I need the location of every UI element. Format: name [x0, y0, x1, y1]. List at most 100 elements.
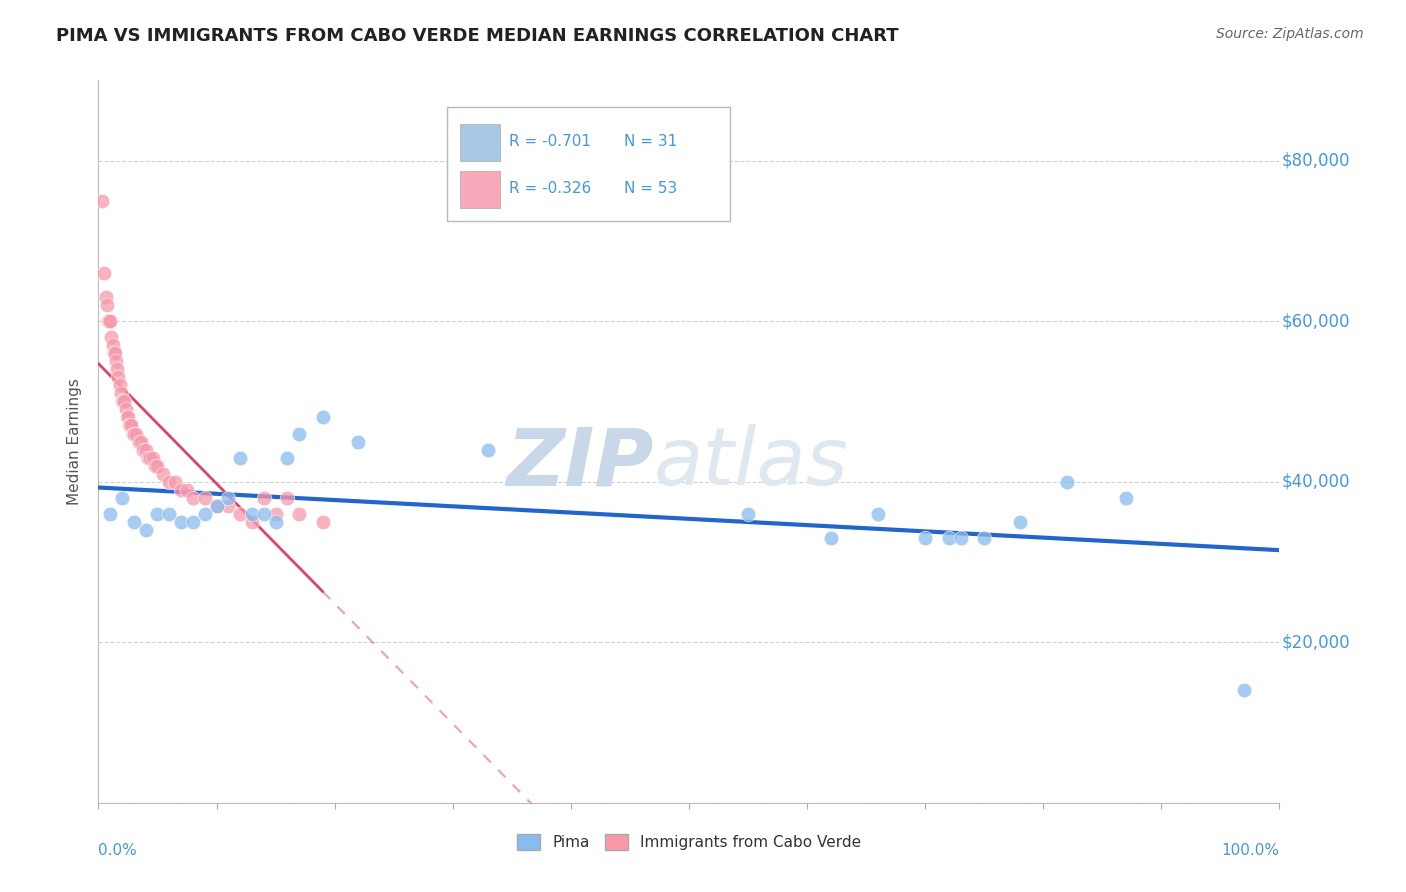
Point [108, 378, 131, 392]
Text: Source: ZipAtlas.com: Source: ZipAtlas.com [1216, 27, 1364, 41]
Point [217, 491, 239, 505]
Point [312, 410, 335, 425]
Text: $20,000: $20,000 [1282, 633, 1350, 651]
Point [866, 507, 889, 521]
Point [105, 354, 128, 368]
Point [120, 418, 142, 433]
Text: R = -0.701: R = -0.701 [509, 134, 592, 149]
Point [105, 362, 128, 376]
Point [94, 290, 117, 304]
Point [111, 491, 134, 505]
Point [949, 531, 972, 545]
Text: 100.0%: 100.0% [1222, 843, 1279, 857]
Point [129, 434, 152, 449]
Text: N = 31: N = 31 [624, 134, 678, 149]
Point [1008, 515, 1031, 529]
Text: ZIP: ZIP [506, 425, 654, 502]
Point [217, 499, 239, 513]
Point [117, 410, 139, 425]
Point [132, 442, 155, 457]
Point [112, 394, 135, 409]
Point [914, 531, 936, 545]
FancyBboxPatch shape [460, 124, 501, 161]
Point [240, 515, 263, 529]
Text: $40,000: $40,000 [1282, 473, 1350, 491]
Point [135, 523, 157, 537]
Point [136, 450, 159, 465]
Point [135, 442, 157, 457]
Point [205, 499, 228, 513]
Text: $80,000: $80,000 [1282, 152, 1350, 169]
Point [121, 418, 143, 433]
Point [229, 450, 252, 465]
Point [477, 442, 499, 457]
Point [1115, 491, 1137, 505]
Point [125, 426, 148, 441]
Point [97, 314, 120, 328]
Text: R = -0.326: R = -0.326 [509, 181, 592, 196]
Point [240, 507, 263, 521]
Point [93, 266, 115, 280]
Point [98, 314, 121, 328]
Point [1233, 683, 1256, 698]
Text: atlas: atlas [654, 425, 848, 502]
Point [104, 346, 127, 360]
Point [128, 434, 150, 449]
Point [122, 515, 145, 529]
Point [194, 491, 217, 505]
Point [118, 418, 141, 433]
Point [288, 426, 311, 441]
Point [181, 515, 204, 529]
Point [139, 450, 162, 465]
Point [143, 458, 166, 473]
Point [253, 507, 276, 521]
Point [288, 507, 311, 521]
Point [114, 402, 136, 417]
Point [276, 450, 298, 465]
Point [110, 386, 132, 401]
Text: N = 53: N = 53 [624, 181, 678, 196]
Text: $60,000: $60,000 [1282, 312, 1350, 330]
Point [229, 507, 252, 521]
Point [253, 491, 276, 505]
Legend: Pima, Immigrants from Cabo Verde: Pima, Immigrants from Cabo Verde [510, 829, 868, 856]
Point [146, 458, 169, 473]
Point [122, 426, 145, 441]
Point [142, 450, 165, 465]
Point [170, 515, 193, 529]
Point [194, 507, 217, 521]
Point [100, 330, 122, 344]
Point [121, 426, 143, 441]
Point [98, 314, 121, 328]
Point [96, 298, 118, 312]
Point [112, 394, 135, 409]
Text: 0.0%: 0.0% [98, 843, 138, 857]
Point [312, 515, 335, 529]
Point [264, 507, 287, 521]
Point [264, 515, 287, 529]
Point [973, 531, 995, 545]
Point [170, 483, 193, 497]
Point [103, 346, 125, 360]
Point [157, 507, 180, 521]
Point [181, 491, 204, 505]
Y-axis label: Median Earnings: Median Earnings [66, 378, 82, 505]
Point [146, 507, 169, 521]
Point [1056, 475, 1078, 489]
Point [165, 475, 187, 489]
Point [820, 531, 842, 545]
Point [276, 491, 298, 505]
Point [111, 394, 134, 409]
Point [107, 370, 129, 384]
Point [347, 434, 370, 449]
Point [101, 338, 124, 352]
Point [115, 410, 138, 425]
Point [152, 467, 174, 481]
FancyBboxPatch shape [447, 107, 730, 221]
Point [737, 507, 759, 521]
Point [98, 507, 121, 521]
Point [157, 475, 180, 489]
Point [176, 483, 198, 497]
Point [938, 531, 960, 545]
Text: PIMA VS IMMIGRANTS FROM CABO VERDE MEDIAN EARNINGS CORRELATION CHART: PIMA VS IMMIGRANTS FROM CABO VERDE MEDIA… [56, 27, 898, 45]
